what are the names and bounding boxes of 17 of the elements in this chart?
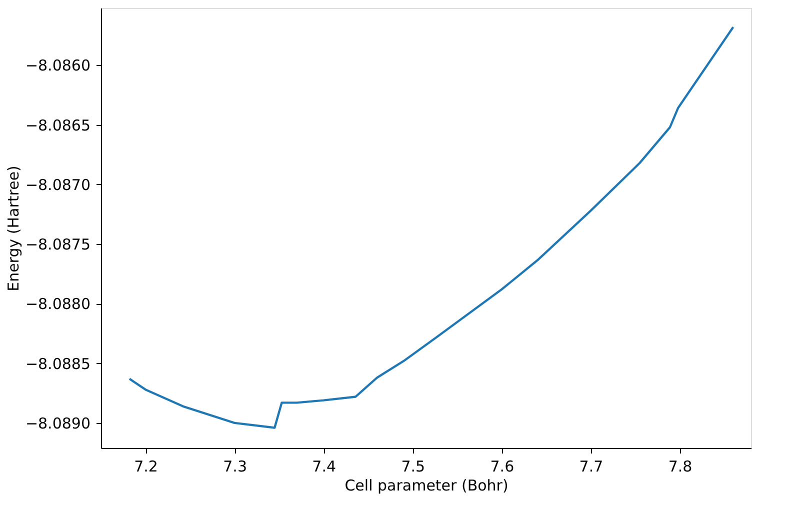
x-tick-label: 7.2 [134,458,158,476]
y-tick-label: −8.0860 [25,56,90,75]
x-axis-title: Cell parameter (Bohr) [344,476,508,494]
x-tick-label: 7.8 [668,458,692,476]
x-tick-label: 7.3 [223,458,247,476]
y-tick-label: −8.0870 [25,176,90,194]
y-tick-label: −8.0875 [25,236,90,254]
y-tick-label: −8.0880 [25,295,90,314]
x-tick-label: 7.5 [401,458,426,476]
y-axis-title: Energy (Hartree) [4,166,22,292]
y-tick-label: −8.0885 [25,354,90,373]
x-tick-label: 7.7 [579,458,604,476]
x-tick-label: 7.4 [312,458,336,476]
y-tick-label: −8.0890 [25,414,90,432]
x-tick-label: 7.6 [490,458,514,476]
line-series [128,26,734,429]
y-tick-label: −8.0865 [25,116,90,134]
